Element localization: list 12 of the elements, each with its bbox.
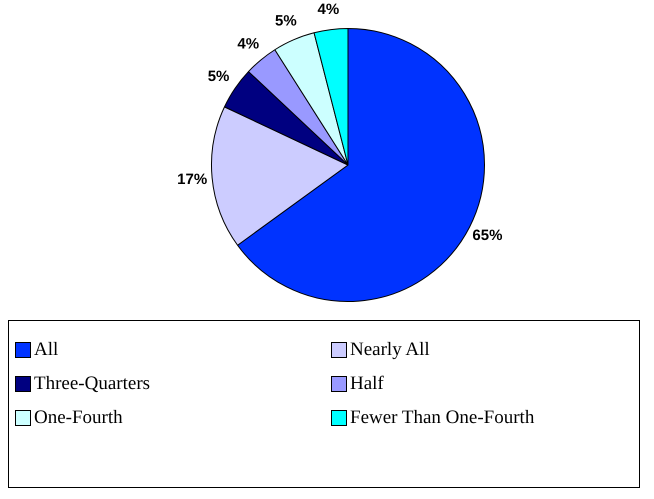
- data-label: 4%: [237, 36, 260, 53]
- data-label: 5%: [208, 68, 230, 86]
- data-label: 5%: [275, 12, 297, 30]
- legend-label: Nearly All: [350, 339, 430, 361]
- data-label: 4%: [318, 0, 340, 18]
- data-label: 17%: [177, 170, 208, 188]
- legend-label: All: [34, 339, 58, 361]
- data-label: 65%: [472, 227, 502, 244]
- legend-label: One-Fourth: [34, 407, 123, 429]
- legend-label: Fewer Than One-Fourth: [350, 407, 534, 429]
- legend-label: Half: [350, 373, 384, 395]
- legend-label: Three-Quarters: [34, 373, 150, 395]
